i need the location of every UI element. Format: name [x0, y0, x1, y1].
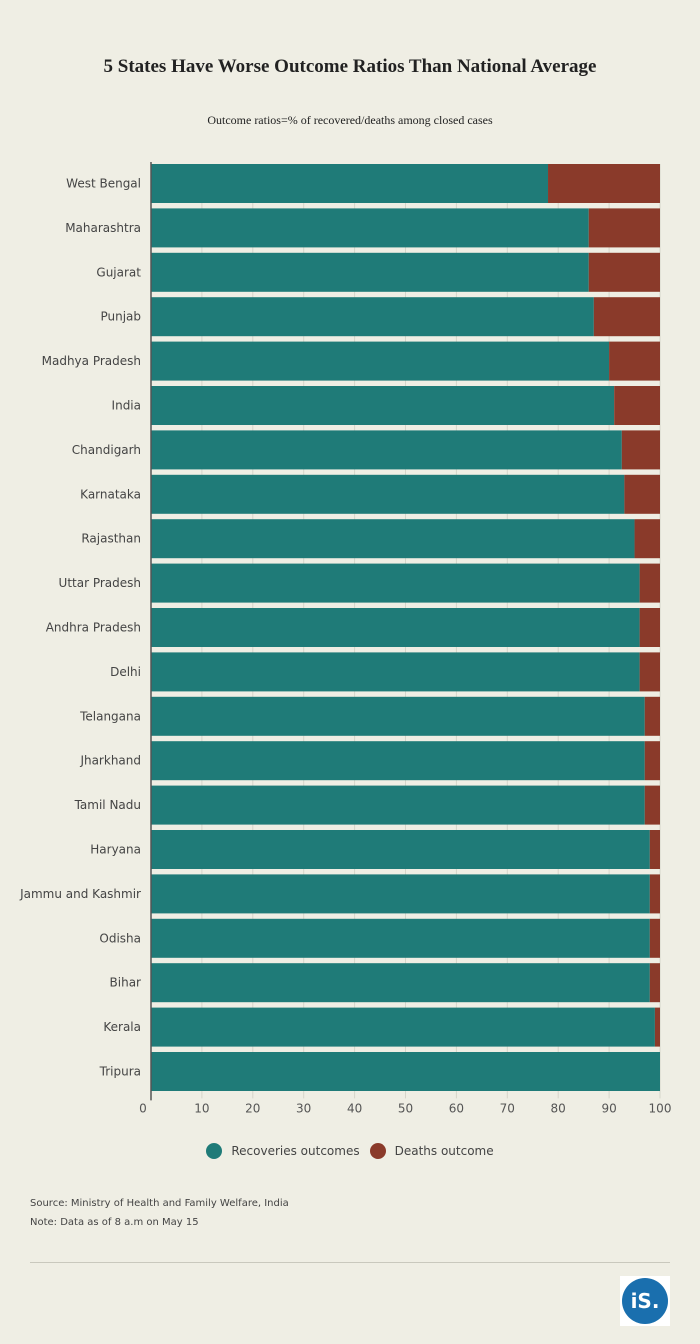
- bar-recoveries-outcomes-tripura[interactable]: [151, 1052, 660, 1091]
- bar-recoveries-outcomes-maharashtra[interactable]: [151, 208, 589, 248]
- x-tick-label-10: 10: [194, 1101, 209, 1115]
- bar-deaths-outcome-bihar[interactable]: [649, 963, 660, 1003]
- bar-deaths-outcome-tamil-nadu[interactable]: [644, 785, 660, 825]
- bar-recoveries-outcomes-jharkhand[interactable]: [151, 741, 645, 781]
- category-label-jharkhand: Jharkhand: [79, 754, 141, 768]
- bar-deaths-outcome-odisha[interactable]: [649, 918, 660, 958]
- bar-recoveries-outcomes-haryana[interactable]: [151, 830, 650, 869]
- category-label-tamil-nadu: Tamil Nadu: [74, 798, 141, 812]
- x-tick-label-60: 60: [449, 1101, 464, 1115]
- category-label-jammu-and-kashmir: Jammu and Kashmir: [19, 887, 141, 901]
- bar-recoveries-outcomes-gujarat[interactable]: [151, 252, 589, 292]
- bar-recoveries-outcomes-telangana[interactable]: [151, 696, 645, 736]
- legend-label-recoveries: Recoveries outcomes: [231, 1144, 360, 1158]
- bar-recoveries-outcomes-punjab[interactable]: [151, 297, 594, 337]
- bar-deaths-outcome-maharashtra[interactable]: [588, 208, 660, 248]
- bar-recoveries-outcomes-uttar-pradesh[interactable]: [151, 563, 640, 603]
- category-label-uttar-pradesh: Uttar Pradesh: [59, 576, 141, 590]
- category-label-maharashtra: Maharashtra: [65, 221, 141, 235]
- bar-recoveries-outcomes-india[interactable]: [151, 386, 615, 425]
- x-tick-label-100: 100: [649, 1101, 672, 1115]
- bar-deaths-outcome-jharkhand[interactable]: [644, 741, 660, 781]
- brand-logo-mark: iS.: [622, 1278, 668, 1324]
- bar-recoveries-outcomes-madhya-pradesh[interactable]: [151, 341, 610, 381]
- bar-deaths-outcome-india[interactable]: [614, 386, 660, 425]
- footer-divider: [30, 1262, 670, 1263]
- bar-deaths-outcome-west-bengal[interactable]: [548, 164, 660, 203]
- category-label-delhi: Delhi: [110, 665, 141, 679]
- bar-recoveries-outcomes-chandigarh[interactable]: [151, 430, 622, 470]
- bar-deaths-outcome-karnataka[interactable]: [624, 474, 660, 514]
- category-label-karnataka: Karnataka: [80, 487, 141, 501]
- bar-deaths-outcome-madhya-pradesh[interactable]: [609, 341, 660, 381]
- legend-swatch-deaths: [369, 1143, 386, 1159]
- bar-deaths-outcome-chandigarh[interactable]: [621, 430, 660, 470]
- legend-item-deaths[interactable]: Deaths outcome: [369, 1143, 494, 1159]
- bar-recoveries-outcomes-jammu-and-kashmir[interactable]: [151, 874, 650, 914]
- bar-recoveries-outcomes-delhi[interactable]: [151, 652, 640, 692]
- x-tick-label-40: 40: [347, 1101, 362, 1115]
- bar-deaths-outcome-jammu-and-kashmir[interactable]: [649, 874, 660, 914]
- category-label-kerala: Kerala: [103, 1020, 141, 1034]
- bar-deaths-outcome-uttar-pradesh[interactable]: [639, 563, 660, 603]
- legend-item-recoveries[interactable]: Recoveries outcomes: [206, 1143, 360, 1159]
- category-label-tripura: Tripura: [99, 1065, 141, 1079]
- chart-subtitle: Outcome ratios=% of recovered/deaths amo…: [207, 113, 493, 127]
- category-label-west-bengal: West Bengal: [66, 177, 141, 191]
- category-label-punjab: Punjab: [100, 310, 141, 324]
- category-label-gujarat: Gujarat: [96, 265, 141, 279]
- bar-deaths-outcome-haryana[interactable]: [649, 830, 660, 869]
- bar-chart: West Bengal Maharashtra Gujarat Punjab Madhy…: [19, 162, 672, 1115]
- bar-deaths-outcome-kerala[interactable]: [654, 1007, 660, 1047]
- bar-recoveries-outcomes-tamil-nadu[interactable]: [151, 785, 645, 825]
- bar-recoveries-outcomes-odisha[interactable]: [151, 918, 650, 958]
- x-tick-label-90: 90: [601, 1101, 616, 1115]
- bar-recoveries-outcomes-kerala[interactable]: [151, 1007, 655, 1047]
- x-tick-label-50: 50: [398, 1101, 413, 1115]
- bar-deaths-outcome-rajasthan[interactable]: [634, 519, 660, 559]
- bar-deaths-outcome-gujarat[interactable]: [588, 252, 660, 292]
- chart-legend: Recoveries outcomes Deaths outcome: [0, 1143, 700, 1159]
- category-label-madhya-pradesh: Madhya Pradesh: [42, 354, 141, 368]
- bar-recoveries-outcomes-andhra-pradesh[interactable]: [151, 608, 640, 647]
- bar-deaths-outcome-punjab[interactable]: [593, 297, 660, 337]
- category-label-andhra-pradesh: Andhra Pradesh: [46, 621, 141, 635]
- category-label-haryana: Haryana: [90, 843, 141, 857]
- x-tick-label-80: 80: [551, 1101, 566, 1115]
- bar-recoveries-outcomes-west-bengal[interactable]: [151, 164, 549, 203]
- legend-swatch-recoveries: [206, 1143, 223, 1159]
- bar-recoveries-outcomes-rajasthan[interactable]: [151, 519, 635, 559]
- bar-deaths-outcome-telangana[interactable]: [644, 696, 660, 736]
- x-tick-label-70: 70: [500, 1101, 515, 1115]
- x-tick-label-20: 20: [245, 1101, 260, 1115]
- bar-recoveries-outcomes-karnataka[interactable]: [151, 474, 625, 514]
- brand-logo[interactable]: iS.: [620, 1276, 670, 1326]
- chart-title: 5 States Have Worse Outcome Ratios Than …: [103, 56, 597, 77]
- bar-deaths-outcome-andhra-pradesh[interactable]: [639, 608, 660, 647]
- legend-label-deaths: Deaths outcome: [394, 1144, 494, 1158]
- category-label-chandigarh: Chandigarh: [72, 443, 141, 457]
- bar-deaths-outcome-delhi[interactable]: [639, 652, 660, 692]
- category-label-india: India: [112, 399, 141, 413]
- x-tick-label-0: 0: [139, 1101, 147, 1115]
- category-label-odisha: Odisha: [99, 931, 141, 945]
- category-label-telangana: Telangana: [79, 709, 141, 723]
- category-label-rajasthan: Rajasthan: [81, 532, 141, 546]
- bar-recoveries-outcomes-bihar[interactable]: [151, 963, 650, 1003]
- x-tick-label-30: 30: [296, 1101, 311, 1115]
- source-note: Source: Ministry of Health and Family We…: [30, 1198, 289, 1209]
- category-label-bihar: Bihar: [110, 976, 142, 990]
- data-date-note: Note: Data as of 8 a.m on May 15: [30, 1217, 199, 1228]
